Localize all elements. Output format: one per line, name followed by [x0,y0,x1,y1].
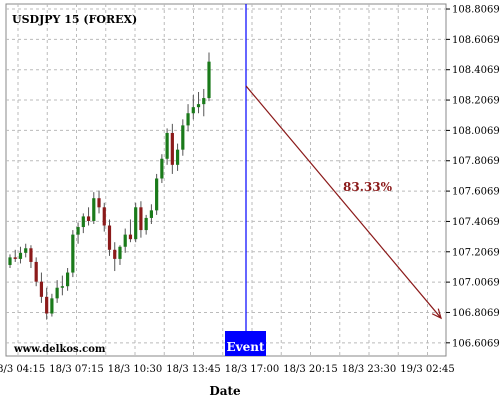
x-tick-label: 18/3 04:15 [0,364,45,375]
candle-up [60,286,64,288]
candle-up [18,252,23,259]
x-tick-label: 18/3 23:30 [342,364,396,375]
chart-title: USDJPY 15 (FOREX) [12,13,137,26]
event-box [225,331,266,356]
y-tick-label: 107.2069 [452,247,500,258]
candle-up [123,234,127,247]
candle-down [29,248,33,262]
x-axis-ticks: 18/3 04:15 18/3 07:15 18/3 10:30 18/3 13:45… [0,364,455,375]
candle-up [66,272,70,287]
y-tick-label: 108.2069 [452,96,500,107]
candle-up [181,125,185,150]
candle-up [92,198,96,221]
candle-up [134,207,138,240]
y-axis-ticks: 108.8069 108.6069 108.4069 108.2069 108.0069… [446,5,500,349]
event-label: Event [226,340,264,354]
y-tick-label: 107.0069 [452,278,500,289]
forecast-arrowhead [431,308,442,320]
candle-up [165,132,169,159]
candlestick-series [8,52,211,320]
candle-down [39,281,44,297]
x-tick-label: 18/3 10:30 [108,364,162,375]
event-overlays: Event 83.33% [225,4,442,356]
x-tick-label: 19/3 02:45 [400,364,454,375]
x-tick-label: 18/3 07:15 [49,364,103,375]
candle-up [76,227,80,235]
candle-up [191,107,195,114]
candle-up [207,61,211,99]
candle-up [71,234,75,273]
candle-up [196,104,201,108]
y-tick-label: 108.6069 [452,35,500,46]
x-tick-label: 18/3 20:15 [283,364,337,375]
candle-down [102,207,106,226]
candle-up [8,257,12,265]
candle-up [50,298,54,314]
y-tick-label: 108.4069 [452,65,500,76]
candle-up [144,217,148,231]
forecast-line [245,85,442,319]
y-tick-label: 106.6069 [452,338,500,349]
x-tick-label: 18/3 17:00 [225,364,279,375]
candle-up [160,158,164,179]
candle-down [107,225,112,250]
candle-up [81,216,85,228]
candle-down [13,257,17,259]
candle-up [55,287,59,299]
candle-up [24,248,28,253]
candle-up [118,246,122,259]
candle-down [34,261,38,282]
y-tick-label: 107.4069 [452,217,500,228]
y-tick-label: 107.8069 [452,156,500,167]
grid-lines [5,3,447,357]
candle-down [113,249,117,259]
y-tick-label: 107.6069 [452,187,500,198]
candle-down [128,234,133,240]
candle-down [86,216,91,221]
y-tick-label: 108.0069 [452,126,500,137]
forecast-percentage: 83.33% [343,180,393,194]
candle-up [175,149,180,165]
y-tick-label: 106.8069 [452,308,500,319]
candle-up [186,113,190,126]
candle-up [155,178,159,211]
watermark: www.delkos.com [13,344,106,355]
candle-down [139,207,143,231]
candle-up [149,210,153,218]
candle-down [170,132,174,165]
x-tick-label: 18/3 13:45 [166,364,220,375]
candle-down [45,296,49,314]
y-tick-label: 108.8069 [452,5,500,16]
candle-down [97,198,101,208]
x-axis-label: Date [209,384,241,398]
candle-up [202,98,206,105]
